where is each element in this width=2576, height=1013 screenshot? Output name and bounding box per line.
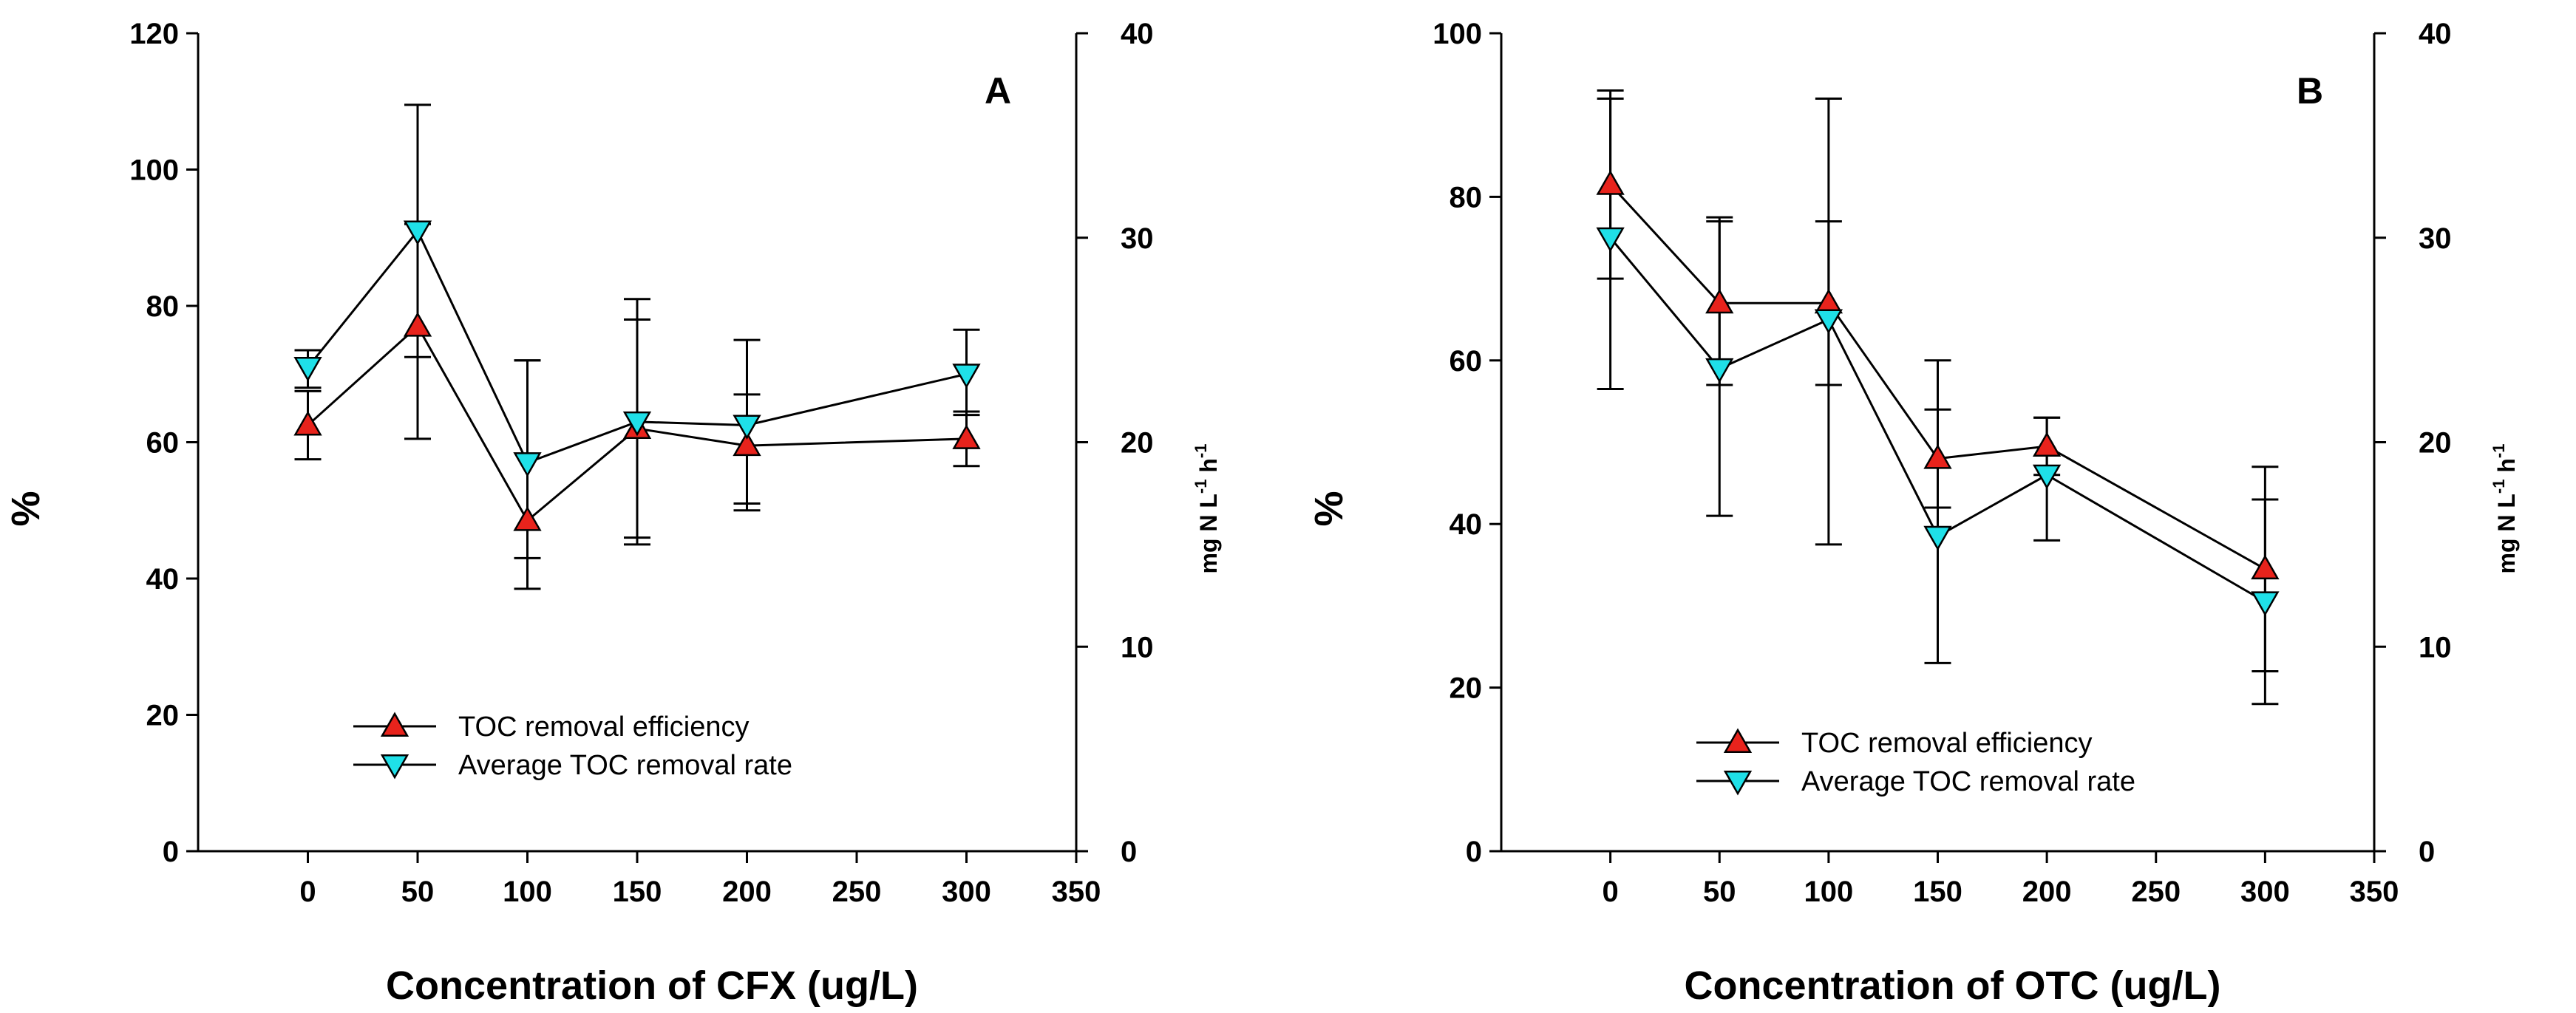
chart-panel-b: 0 20 40 60 80 100 0 10 20 30 40 0 50 100 150 200 250 300 3… (1307, 18, 2520, 1008)
panel-b-y2-title-part: -1 (2490, 480, 2508, 494)
panel-b-series-1-line (1609, 183, 2266, 570)
panel-a-legend-label: Average TOC removal rate (458, 750, 792, 781)
panel-b-series-2-point (1923, 525, 1952, 551)
panel-a-y-tick-label: 80 (146, 290, 180, 323)
panel-b-y-tick-label: 60 (1450, 345, 1483, 378)
panel-a-series-2-point (622, 411, 652, 437)
panel-b-x-tick-label: 150 (1913, 876, 1962, 908)
panel-b-x-axis-title: Concentration of OTC (ug/L) (1685, 963, 2221, 1008)
panel-b-series-1-point (2251, 554, 2280, 580)
panel-b-y2-tick-label: 30 (2419, 222, 2452, 255)
panel-a-x-tick-label: 250 (832, 876, 882, 908)
panel-b-legend-label: Average TOC removal rate (1801, 766, 2135, 797)
panel-a-legend-marker (380, 712, 409, 737)
panel-b-y-axis-title: % (1307, 491, 1351, 526)
panel-b-y-tick-label: 20 (1450, 672, 1483, 705)
panel-b-x-tick-label: 250 (2131, 876, 2181, 908)
panel-a-x-tick-label: 50 (401, 876, 435, 908)
panel-a-series-2-point (293, 357, 322, 382)
panel-a-x-tick-label: 350 (1052, 876, 1101, 908)
panel-a-y2-title-part: -1 (1192, 444, 1210, 459)
panel-a-legend-marker (380, 754, 409, 780)
panel-a-y-tick-label: 0 (163, 836, 179, 868)
panel-b-legend-marker (1723, 728, 1753, 753)
panel-a-series-1-point (733, 431, 761, 457)
panel-a-label: A (985, 70, 1011, 112)
panel-a-series-2-point (403, 220, 432, 246)
panel-b-series-1-point (1596, 170, 1625, 195)
panel-b-y2-axis-title: mg N L-1 h-1 (2490, 444, 2520, 574)
panel-a-series-2-point (733, 415, 761, 440)
panel-a-y2-title-part: h (1195, 458, 1222, 479)
panel-a-y2-tick-label: 0 (1121, 836, 1137, 868)
panel-b-y-tick-label: 40 (1450, 508, 1483, 541)
panel-a-y2-title-part: mg N L (1195, 494, 1222, 573)
panel-b-legend-marker (1723, 771, 1753, 796)
panel-a-y2-axis-title: mg N L-1 h-1 (1192, 444, 1222, 574)
panel-b-series-2-point (2032, 464, 2062, 490)
panel-a-x-tick-label: 100 (503, 876, 552, 908)
panel-a-y2-title-part: -1 (1192, 480, 1210, 494)
panel-b-y2-tick-label: 10 (2419, 631, 2452, 664)
panel-a-y-tick-label: 100 (129, 154, 179, 187)
panel-b-x-tick-label: 50 (1703, 876, 1736, 908)
panel-b-x-tick-label: 100 (1804, 876, 1854, 908)
panel-a-series-1-point (952, 424, 981, 449)
panel-b-series-2-point (2251, 591, 2280, 616)
panel-a-x-tick-label: 150 (613, 876, 662, 908)
panel-b-y2-title-part: mg N L (2493, 494, 2520, 573)
panel-a-series-1-point (293, 410, 322, 436)
panel-a-x-tick-label: 200 (722, 876, 772, 908)
panel-b-y2-tick-label: 40 (2419, 18, 2452, 50)
panel-a-series-1-point (513, 506, 542, 531)
panel-b-series-2-point (1814, 309, 1843, 334)
panel-a-series-2-line (307, 228, 967, 465)
panel-b-series-2-point (1596, 227, 1625, 253)
panel-b-y2-tick-label: 20 (2419, 427, 2452, 460)
panel-b-y-tick-label: 0 (1466, 836, 1482, 868)
panel-a-y2-tick-label: 20 (1121, 427, 1154, 460)
panel-a-series-2-point (952, 364, 981, 389)
panel-b-series-1-point (2032, 432, 2062, 457)
panel-a-series-1-point (403, 312, 432, 337)
panel-a-y2-tick-label: 30 (1121, 222, 1154, 255)
panel-a-x-axis-title: Concentration of CFX (ug/L) (386, 963, 918, 1008)
panel-b-x-tick-label: 0 (1603, 876, 1619, 908)
panel-b-y2-title-part: h (2493, 458, 2520, 479)
panel-a-y2-tick-label: 40 (1121, 18, 1154, 50)
panel-a-x-tick-label: 300 (942, 876, 991, 908)
panel-a-y-tick-label: 20 (146, 700, 180, 732)
panel-a-y2-tick-label: 10 (1121, 631, 1154, 664)
panel-a-y-tick-label: 120 (129, 18, 179, 50)
panel-b-y-tick-label: 80 (1450, 181, 1483, 214)
panel-b-x-tick-label: 350 (2350, 876, 2399, 908)
panel-b-series-2-point (1705, 358, 1734, 383)
chart-panel-a: 0 20 40 60 80 100 120 0 10 20 30 40 0 50 100 150 200 250 3… (4, 18, 1222, 1008)
panel-b-y2-tick-label: 0 (2419, 836, 2435, 868)
panel-a-y-tick-label: 60 (146, 427, 180, 460)
panel-a-y-axis-title: % (4, 491, 48, 526)
panel-a-y-tick-label: 40 (146, 563, 180, 596)
panel-a-series-1-line (307, 324, 967, 522)
panel-b-legend-label: TOC removal efficiency (1801, 728, 2093, 759)
panel-b-label: B (2297, 70, 2323, 112)
panel-a-x-tick-label: 0 (299, 876, 316, 908)
panel-b-series-2-line (1609, 236, 2266, 603)
panel-b-x-tick-label: 300 (2240, 876, 2290, 908)
panel-b-x-tick-label: 200 (2022, 876, 2072, 908)
panel-b-y-tick-label: 100 (1433, 18, 1482, 50)
panel-b-y2-title-part: -1 (2490, 444, 2508, 459)
panel-a-series-2-point (513, 452, 542, 477)
panel-a-legend-label: TOC removal efficiency (458, 712, 750, 743)
panel-b-series-1-point (1923, 444, 1952, 469)
panel-b-series-1-point (1705, 288, 1734, 314)
